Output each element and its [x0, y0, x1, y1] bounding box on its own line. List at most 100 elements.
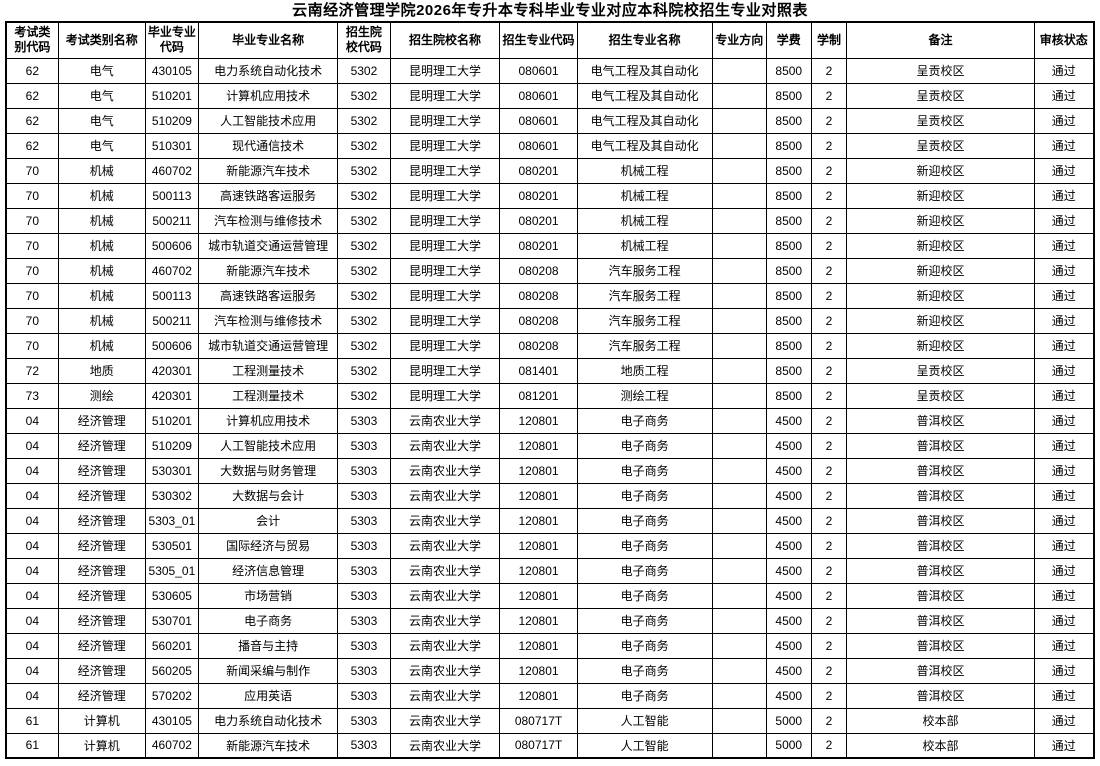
column-header: 备注	[846, 21, 1035, 59]
table-row: 61 计算机 430105 电力系统自动化技术 5303 云南农业大学 080717T 人工智…	[5, 707, 1095, 734]
cell: 云南农业大学	[389, 482, 501, 509]
cell: 汽车服务工程	[576, 307, 713, 334]
cell: 通过	[1033, 332, 1095, 359]
cell: 电气工程及其自动化	[576, 132, 713, 159]
cell: 会计	[198, 507, 339, 534]
header-row: 考试类别代码 考试类别名称 毕业专业代码 毕业专业名称 招生院校代码 招生院校名称 招生专业…	[5, 21, 1095, 59]
cell: 经济管理	[57, 557, 146, 584]
cell: 460702	[144, 257, 200, 284]
cell: 电子商务	[576, 607, 713, 634]
cell: 电子商务	[576, 682, 713, 709]
cell: 通过	[1033, 457, 1095, 484]
table-row: 70 机械 500606 城市轨道交通运营管理 5302 昆明理工大学 080208 汽车服务…	[5, 332, 1095, 359]
cell: 080717T	[499, 707, 578, 734]
cell: 现代通信技术	[198, 132, 339, 159]
cell: 120801	[499, 632, 578, 659]
cell: 电子商务	[576, 457, 713, 484]
cell: 500113	[144, 282, 200, 309]
cell: 云南农业大学	[389, 557, 501, 584]
cell: 510201	[144, 82, 200, 109]
cell: 70	[5, 332, 59, 359]
cell: 5302	[337, 257, 391, 284]
cell: 120801	[499, 507, 578, 534]
cell: 8500	[765, 357, 812, 384]
table-row: 72 地质 420301 工程测量技术 5302 昆明理工大学 081401 地质工程 8500…	[5, 357, 1095, 384]
cell: 5000	[765, 707, 812, 734]
cell: 62	[5, 107, 59, 134]
cell: 080208	[499, 307, 578, 334]
cell: 2	[810, 457, 848, 484]
cell: 汽车检测与维修技术	[198, 207, 339, 234]
cell: 5303	[337, 407, 391, 434]
cell: 2	[810, 232, 848, 259]
cell: 120801	[499, 607, 578, 634]
cell: 080201	[499, 207, 578, 234]
cell: 570202	[144, 682, 200, 709]
cell: 5303	[337, 582, 391, 609]
cell	[711, 682, 767, 709]
cell: 120801	[499, 582, 578, 609]
cell: 510201	[144, 407, 200, 434]
cell: 人工智能	[576, 732, 713, 759]
cell: 73	[5, 382, 59, 409]
cell: 通过	[1033, 182, 1095, 209]
cell: 2	[810, 382, 848, 409]
cell: 电子商务	[576, 657, 713, 684]
cell: 经济管理	[57, 457, 146, 484]
cell: 普洱校区	[846, 532, 1035, 559]
cell: 500606	[144, 332, 200, 359]
cell: 2	[810, 632, 848, 659]
cell: 新迎校区	[846, 182, 1035, 209]
cell: 普洱校区	[846, 632, 1035, 659]
cell: 8500	[765, 107, 812, 134]
table-row: 61 计算机 460702 新能源汽车技术 5303 云南农业大学 080717T 人工智能 5…	[5, 732, 1095, 759]
cell: 2	[810, 257, 848, 284]
cell: 机械	[57, 207, 146, 234]
cell: 2	[810, 732, 848, 759]
cell: 新能源汽车技术	[198, 732, 339, 759]
cell: 电子商务	[576, 507, 713, 534]
column-header: 专业方向	[711, 21, 767, 59]
cell: 电气工程及其自动化	[576, 57, 713, 84]
cell: 4500	[765, 457, 812, 484]
cell: 080201	[499, 182, 578, 209]
cell: 通过	[1033, 482, 1095, 509]
cell: 汽车检测与维修技术	[198, 307, 339, 334]
cell: 高速铁路客运服务	[198, 182, 339, 209]
cell	[711, 357, 767, 384]
table-row: 70 机械 500211 汽车检测与维修技术 5302 昆明理工大学 080208 汽车服务工…	[5, 307, 1095, 334]
cell: 2	[810, 132, 848, 159]
cell: 云南农业大学	[389, 407, 501, 434]
cell: 2	[810, 557, 848, 584]
cell: 呈贡校区	[846, 382, 1035, 409]
cell	[711, 582, 767, 609]
cell: 5303	[337, 532, 391, 559]
cell: 530302	[144, 482, 200, 509]
cell	[711, 132, 767, 159]
cell: 080208	[499, 257, 578, 284]
cell: 昆明理工大学	[389, 282, 501, 309]
cell: 2	[810, 332, 848, 359]
cell: 昆明理工大学	[389, 232, 501, 259]
cell: 高速铁路客运服务	[198, 282, 339, 309]
cell: 人工智能	[576, 707, 713, 734]
cell: 2	[810, 57, 848, 84]
cell: 汽车服务工程	[576, 282, 713, 309]
cell: 2	[810, 82, 848, 109]
cell: 呈贡校区	[846, 82, 1035, 109]
cell: 430105	[144, 57, 200, 84]
cell: 机械	[57, 182, 146, 209]
cell: 云南农业大学	[389, 457, 501, 484]
table-row: 62 电气 510201 计算机应用技术 5302 昆明理工大学 080601 电气工程及其自…	[5, 82, 1095, 109]
cell	[711, 607, 767, 634]
cell: 机械	[57, 282, 146, 309]
cell: 经济信息管理	[198, 557, 339, 584]
cell	[711, 57, 767, 84]
cell	[711, 707, 767, 734]
cell: 420301	[144, 357, 200, 384]
cell: 电子商务	[576, 532, 713, 559]
cell: 电力系统自动化技术	[198, 57, 339, 84]
cell: 04	[5, 657, 59, 684]
cell: 8500	[765, 257, 812, 284]
table-row: 04 经济管理 560201 播音与主持 5303 云南农业大学 120801 电子商务 450…	[5, 632, 1095, 659]
